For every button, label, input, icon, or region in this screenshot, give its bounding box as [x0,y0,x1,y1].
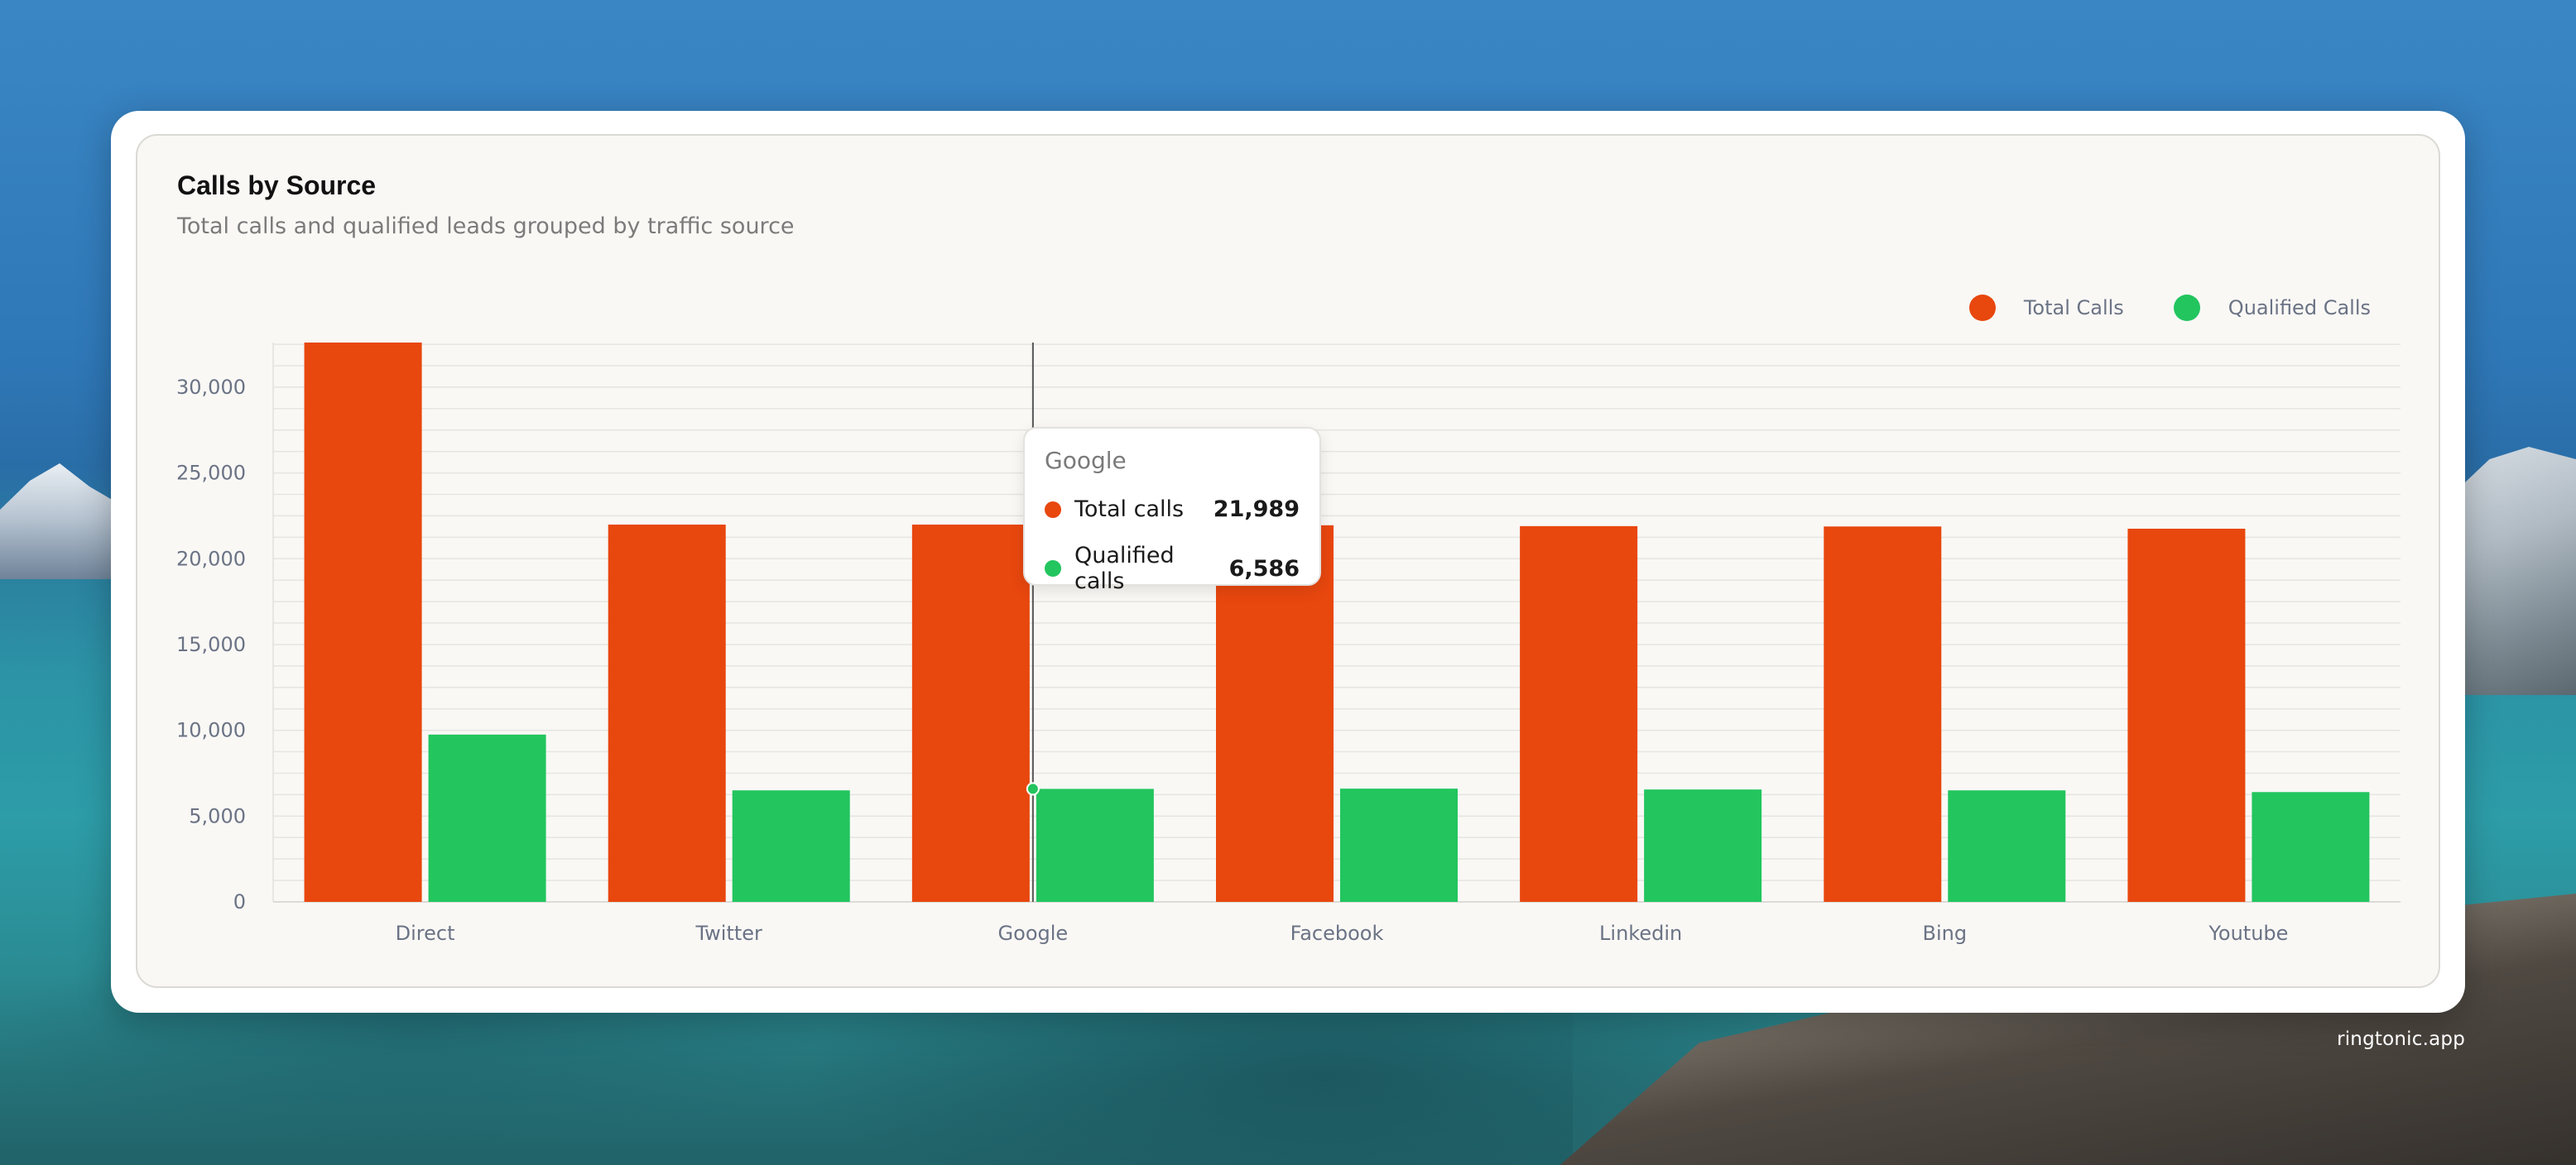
y-tick-label: 25,000 [176,462,246,485]
hover-point-qualified-calls [1026,782,1040,796]
tooltip-value-total-calls: 21,989 [1213,496,1300,522]
legend-label-total-calls: Total Calls [2023,296,2124,319]
tooltip-label-qualified-calls: Qualified calls [1074,543,1175,594]
legend-dot-qualified-calls [2173,295,2200,321]
bar-qualified-calls-bing [1948,790,2066,902]
bar-total-calls-google [911,525,1030,902]
tooltip-value-qualified-calls: 6,586 [1228,555,1300,582]
x-tick-label: Twitter [694,922,762,945]
bar-total-calls-facebook [1216,525,1334,902]
watermark: ringtonic.app [2337,1028,2465,1050]
legend-item-total-calls[interactable]: Total Calls [1968,295,2124,321]
chart-tooltip: Google Total calls 21,989 Qualified call… [1023,427,1321,594]
tooltip-row-total-calls: Total calls 21,989 [1045,496,1300,522]
tooltip-label-total-calls: Total calls [1074,496,1185,522]
tooltip-row-qualified-calls: Qualified calls 6,586 [1045,543,1300,594]
chart-legend: Total Calls Qualified Calls [1968,295,2371,321]
tooltip-dot-total-calls [1045,501,1061,518]
x-tick-label: Bing [1922,922,1967,945]
bar-qualified-calls-linkedin [1644,789,1762,902]
y-tick-label: 5,000 [189,804,246,827]
y-tick-label: 0 [233,890,246,913]
tooltip-dot-qualified-calls [1045,560,1061,577]
bar-total-calls-linkedin [1520,525,1638,902]
bar-qualified-calls-google [1036,789,1154,902]
legend-dot-total-calls [1968,295,1996,321]
bar-total-calls-twitter [608,525,726,902]
bar-total-calls-youtube [2127,528,2246,902]
bar-total-calls-bing [1824,526,1942,902]
x-tick-label: Linkedin [1599,922,1682,945]
bar-qualified-calls-youtube [2252,792,2370,902]
y-tick-label: 20,000 [176,547,246,570]
x-tick-label: Facebook [1290,922,1384,945]
x-tick-label: Google [998,922,1069,945]
x-tick-label: Direct [396,922,455,945]
y-tick-label: 15,000 [176,633,246,656]
x-tick-label: Youtube [2208,922,2288,945]
tooltip-title: Google [1045,447,1127,474]
y-tick-label: 30,000 [176,376,246,399]
bar-total-calls-direct [304,343,422,902]
chart-title: Calls by Source [177,170,377,200]
chart-subtitle: Total calls and qualified leads grouped … [177,213,795,239]
bar-qualified-calls-twitter [732,790,850,902]
bar-qualified-calls-facebook [1340,789,1458,902]
y-tick-label: 10,000 [176,719,246,742]
legend-label-qualified-calls: Qualified Calls [2228,296,2371,319]
legend-item-qualified-calls[interactable]: Qualified Calls [2173,295,2371,321]
bar-qualified-calls-direct [428,734,546,902]
